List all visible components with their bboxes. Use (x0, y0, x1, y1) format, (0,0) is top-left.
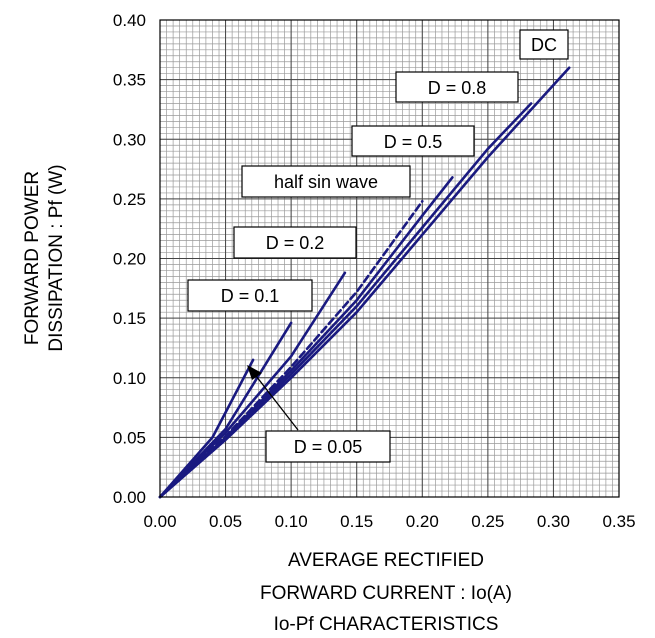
series-line-3 (158, 200, 424, 499)
x-tick-label: 0.30 (537, 512, 570, 531)
x-tick-label: 0.25 (471, 512, 504, 531)
annotation-d02-text: D = 0.2 (266, 233, 325, 253)
annotation-dc: DC (519, 29, 569, 60)
y-tick-label: 0.15 (113, 309, 146, 328)
y-tick-label: 0.20 (113, 250, 146, 269)
plot-border (159, 19, 620, 498)
annotation-arrow-line (252, 371, 299, 431)
series-line-6 (158, 358, 255, 499)
x-axis-title: AVERAGE RECTIFIED FORWARD CURRENT : Io(A… (260, 550, 512, 604)
annotation-dc-text: DC (531, 35, 557, 55)
annotation-d02: D = 0.2 (233, 226, 357, 259)
annotation-d01-text: D = 0.1 (221, 286, 280, 306)
curves (158, 66, 571, 499)
x-tick-label: 0.35 (602, 512, 635, 531)
annotation-d005: D = 0.05 (247, 365, 391, 463)
chart-caption: Io-Pf CHARACTERISTICS (274, 614, 499, 635)
x-tick-label: 0.10 (275, 512, 308, 531)
x-tick-labels: 0.00 0.05 0.10 0.15 0.20 0.25 0.30 0.35 (143, 512, 635, 531)
annotation-d08-text: D = 0.8 (428, 78, 487, 98)
x-axis-title-line1: AVERAGE RECTIFIED (288, 550, 484, 571)
x-tick-label: 0.20 (406, 512, 439, 531)
x-axis-title-line2: FORWARD CURRENT : Io(A) (260, 583, 512, 604)
x-tick-label: 0.00 (143, 512, 176, 531)
annotation-d05-text: D = 0.5 (384, 132, 443, 152)
annotation-d01: D = 0.1 (187, 279, 313, 312)
series-line-5 (158, 321, 293, 499)
y-tick-label: 0.40 (113, 11, 146, 30)
y-tick-label: 0.35 (113, 71, 146, 90)
annotation-d05: D = 0.5 (351, 125, 475, 157)
y-tick-label: 0.30 (113, 130, 146, 149)
y-tick-label: 0.00 (113, 488, 146, 507)
annotation-half-sin-text: half sin wave (274, 172, 378, 192)
x-tick-label: 0.15 (340, 512, 373, 531)
annotation-arrowhead (247, 365, 262, 380)
annotation-d005-text: D = 0.05 (294, 437, 363, 457)
annotation-half-sin: half sin wave (241, 165, 411, 198)
y-axis-title: FORWARD POWER DISSIPATION : Pf (W) (22, 164, 67, 351)
annotation-d08: D = 0.8 (395, 71, 519, 103)
y-tick-labels: 0.00 0.05 0.10 0.15 0.20 0.25 0.30 0.35 0.40 (113, 11, 146, 507)
y-axis-title-line1: FORWARD POWER (22, 171, 43, 345)
y-tick-label: 0.10 (113, 369, 146, 388)
y-tick-label: 0.25 (113, 190, 146, 209)
y-axis-title-line2: DISSIPATION : Pf (W) (46, 164, 67, 351)
y-tick-label: 0.05 (113, 428, 146, 447)
x-tick-label: 0.05 (209, 512, 242, 531)
